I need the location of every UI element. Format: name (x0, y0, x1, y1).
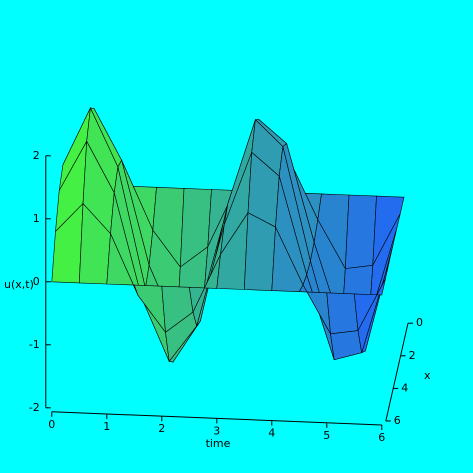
surface-patch (344, 194, 377, 269)
y-tick-label: 4 (401, 381, 408, 394)
z-tick-label: 1 (33, 212, 40, 225)
surface-patch (243, 212, 276, 291)
x-tick-label: 2 (158, 422, 165, 435)
x-tick-label: 5 (323, 429, 330, 442)
z-axis-label: u(x,t) (4, 278, 34, 291)
x-tick-label: 1 (103, 420, 110, 433)
x-tick-label: 6 (378, 431, 385, 444)
axes: -2 -1 0 1 2 0 1 2 3 4 5 6 0 2 4 6 (29, 149, 423, 444)
surface (51, 106, 405, 363)
x-tick-label: 0 (48, 418, 55, 431)
x-tick-label: 3 (213, 424, 220, 437)
y-axis-label: x (424, 369, 431, 382)
y-tick-label: 2 (409, 349, 416, 362)
z-tick-label: -1 (29, 338, 40, 351)
y-tick-label: 0 (416, 316, 423, 329)
x-tick-label: 4 (268, 427, 275, 440)
surface-patch (330, 330, 363, 361)
surface-patch (326, 292, 359, 335)
z-tick-label: 2 (33, 149, 40, 162)
x-axis-label: time (206, 437, 231, 450)
z-tick-label: -2 (29, 401, 40, 414)
surface-patch (133, 284, 166, 334)
y-axis (385, 323, 409, 422)
surface-patch (353, 278, 386, 332)
y-tick-label: 6 (394, 414, 401, 427)
z-tick-label: 0 (33, 275, 40, 288)
